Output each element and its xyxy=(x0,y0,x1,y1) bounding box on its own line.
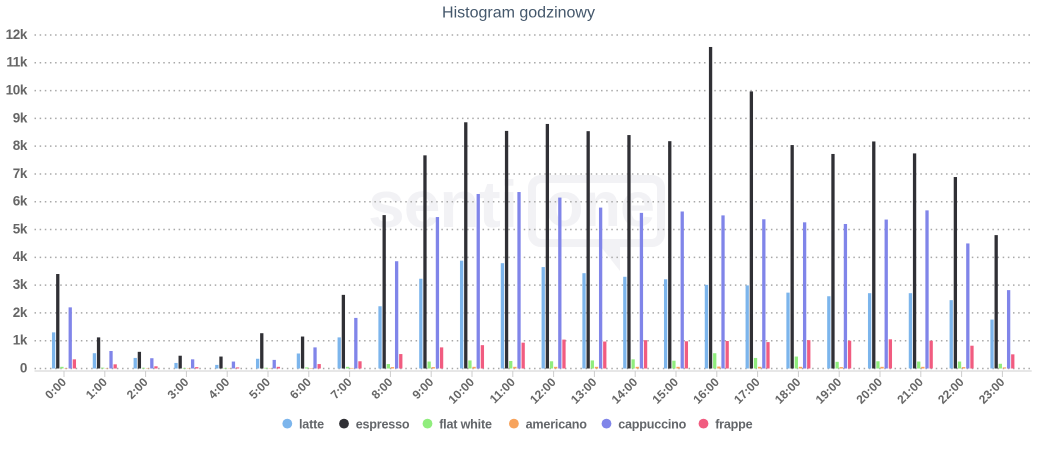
svg-text:4k: 4k xyxy=(13,249,28,264)
svg-text:1k: 1k xyxy=(13,333,28,348)
svg-text:3k: 3k xyxy=(13,277,28,292)
svg-text:0: 0 xyxy=(20,360,27,375)
svg-text:flat white: flat white xyxy=(439,418,492,432)
svg-text:12k: 12k xyxy=(6,27,28,42)
svg-text:americano: americano xyxy=(526,418,588,432)
svg-text:10k: 10k xyxy=(6,83,28,98)
svg-text:latte: latte xyxy=(299,418,324,432)
svg-text:8k: 8k xyxy=(13,138,28,153)
svg-text:6k: 6k xyxy=(13,194,28,209)
svg-text:5k: 5k xyxy=(13,221,28,236)
svg-text:2k: 2k xyxy=(13,305,28,320)
svg-text:espresso: espresso xyxy=(356,418,410,432)
svg-text:7k: 7k xyxy=(13,166,28,181)
svg-text:Histogram godzinowy: Histogram godzinowy xyxy=(442,5,595,22)
svg-text:11k: 11k xyxy=(6,55,27,70)
svg-text:cappuccino: cappuccino xyxy=(618,418,686,432)
svg-text:frappe: frappe xyxy=(715,418,752,432)
svg-text:9k: 9k xyxy=(13,110,28,125)
